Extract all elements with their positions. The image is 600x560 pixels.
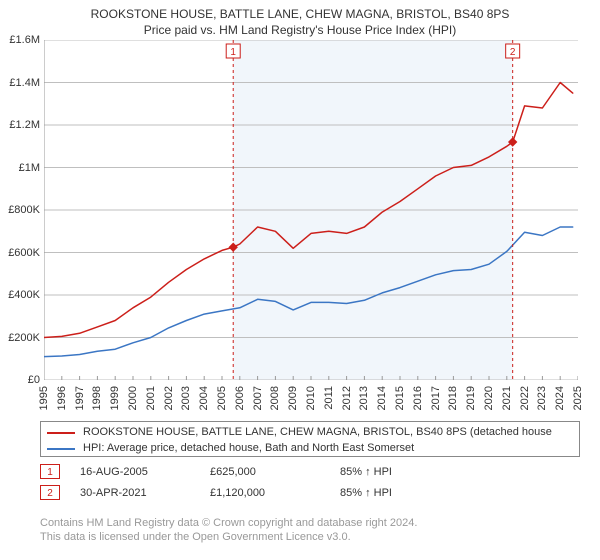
x-tick-label: 2023 <box>536 386 548 410</box>
x-tick-label: 2018 <box>447 386 459 410</box>
legend-swatch <box>47 432 75 434</box>
x-tick-label: 2002 <box>163 386 175 410</box>
chart-title: ROOKSTONE HOUSE, BATTLE LANE, CHEW MAGNA… <box>0 6 600 22</box>
x-tick-label: 2015 <box>394 386 406 410</box>
chart-subtitle: Price paid vs. HM Land Registry's House … <box>0 22 600 38</box>
legend: ROOKSTONE HOUSE, BATTLE LANE, CHEW MAGNA… <box>40 421 580 457</box>
legend-label: HPI: Average price, detached house, Bath… <box>83 441 414 457</box>
y-tick-label: £0 <box>0 374 40 386</box>
event-date: 16-AUG-2005 <box>80 466 190 478</box>
legend-item: ROOKSTONE HOUSE, BATTLE LANE, CHEW MAGNA… <box>47 425 573 441</box>
x-tick-label: 2003 <box>180 386 192 410</box>
x-tick-label: 2001 <box>145 386 157 410</box>
y-tick-label: £200K <box>0 332 40 344</box>
event-price: £1,120,000 <box>210 487 320 499</box>
event-date: 30-APR-2021 <box>80 487 190 499</box>
svg-text:1: 1 <box>230 47 236 58</box>
x-tick-label: 2014 <box>376 386 388 410</box>
x-tick-label: 1997 <box>74 386 86 410</box>
svg-text:2: 2 <box>510 47 516 58</box>
x-tick-label: 2005 <box>216 386 228 410</box>
x-tick-label: 2007 <box>252 386 264 410</box>
x-tick-label: 2022 <box>519 386 531 410</box>
y-tick-label: £600K <box>0 247 40 259</box>
event-pct: 85% ↑ HPI <box>340 487 450 499</box>
event-price: £625,000 <box>210 466 320 478</box>
x-tick-label: 2012 <box>341 386 353 410</box>
y-tick-label: £1.2M <box>0 119 40 131</box>
x-tick-label: 2000 <box>127 386 139 410</box>
x-tick-label: 2017 <box>430 386 442 410</box>
x-tick-label: 2010 <box>305 386 317 410</box>
x-tick-label: 2024 <box>554 386 566 410</box>
x-tick-label: 2013 <box>358 386 370 410</box>
y-tick-label: £1M <box>0 162 40 174</box>
price-events: 1 16-AUG-2005 £625,000 85% ↑ HPI 2 30-APR-202… <box>40 464 450 506</box>
x-tick-label: 1998 <box>91 386 103 410</box>
event-pct: 85% ↑ HPI <box>340 466 450 478</box>
x-tick-label: 2019 <box>465 386 477 410</box>
y-tick-label: £1.6M <box>0 34 40 46</box>
event-marker: 2 <box>40 485 60 500</box>
x-tick-label: 2008 <box>269 386 281 410</box>
x-tick-label: 2016 <box>412 386 424 410</box>
event-marker: 1 <box>40 464 60 479</box>
event-row: 2 30-APR-2021 £1,120,000 85% ↑ HPI <box>40 485 450 500</box>
y-tick-label: £1.4M <box>0 77 40 89</box>
x-tick-label: 2020 <box>483 386 495 410</box>
legend-label: ROOKSTONE HOUSE, BATTLE LANE, CHEW MAGNA… <box>83 425 552 441</box>
x-tick-label: 2011 <box>323 386 335 410</box>
x-tick-label: 2006 <box>234 386 246 410</box>
legend-swatch <box>47 448 75 450</box>
x-tick-label: 2025 <box>572 386 584 410</box>
legend-item: HPI: Average price, detached house, Bath… <box>47 441 573 457</box>
chart-svg: 12 <box>44 40 578 380</box>
event-row: 1 16-AUG-2005 £625,000 85% ↑ HPI <box>40 464 450 479</box>
x-tick-label: 2021 <box>501 386 513 410</box>
x-tick-label: 2009 <box>287 386 299 410</box>
footer-line-1: Contains HM Land Registry data © Crown c… <box>40 516 417 530</box>
y-tick-label: £800K <box>0 204 40 216</box>
y-tick-label: £400K <box>0 289 40 301</box>
x-tick-label: 1996 <box>56 386 68 410</box>
chart-plot-area: 12 <box>44 40 578 380</box>
x-tick-label: 1999 <box>109 386 121 410</box>
x-tick-label: 1995 <box>38 386 50 410</box>
x-tick-label: 2004 <box>198 386 210 410</box>
footer-attribution: Contains HM Land Registry data © Crown c… <box>40 516 417 545</box>
footer-line-2: This data is licensed under the Open Gov… <box>40 530 417 544</box>
